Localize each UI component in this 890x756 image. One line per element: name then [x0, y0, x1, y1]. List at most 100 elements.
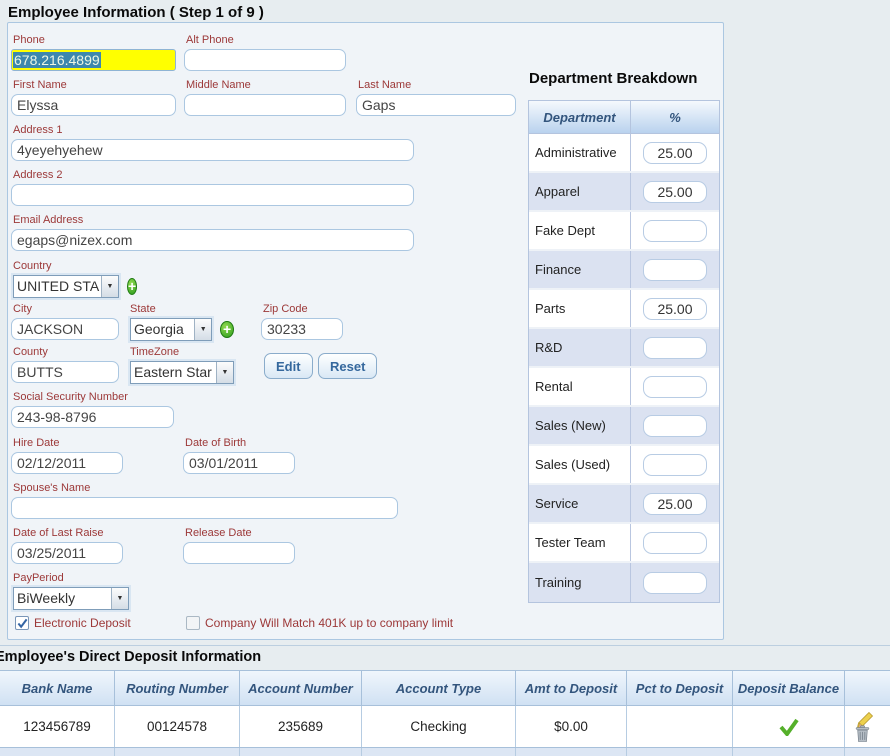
reset-button[interactable]: Reset	[318, 353, 378, 379]
dept-pct-input[interactable]	[643, 453, 707, 476]
column-header-routing-number: Routing Number	[115, 671, 240, 705]
first-name-input[interactable]	[11, 94, 176, 116]
column-header-pct-to-deposit: Pct to Deposit	[627, 671, 733, 705]
account-number-cell: 235689	[240, 706, 362, 747]
employee-info-panel: Phone 678.216.4899 Alt Phone First Name …	[7, 22, 724, 640]
last-raise-input[interactable]	[11, 542, 123, 564]
spouse-name-input[interactable]	[11, 497, 398, 519]
chevron-down-icon: ▼	[194, 319, 212, 340]
timezone-select[interactable]: Eastern Star ▼	[130, 361, 234, 384]
department-name: Training	[529, 563, 631, 602]
date-of-birth-label: Date of Birth	[185, 437, 247, 449]
dept-pct-input[interactable]	[643, 531, 707, 554]
table-row: Parts	[529, 290, 719, 329]
department-name: Administrative	[529, 134, 631, 171]
table-row: Administrative	[529, 134, 719, 173]
dept-pct-input[interactable]	[643, 141, 707, 164]
phone-selected-text: 678.216.4899	[13, 52, 101, 68]
table-row: Rental	[529, 368, 719, 407]
address1-input[interactable]	[11, 139, 414, 161]
department-name: Finance	[529, 251, 631, 288]
middle-name-input[interactable]	[184, 94, 346, 116]
alt-phone-input[interactable]	[184, 49, 346, 71]
dept-pct-input[interactable]	[643, 297, 707, 320]
country-label: Country	[13, 260, 52, 272]
dept-pct-input[interactable]	[643, 492, 707, 515]
add-state-icon[interactable]: +	[220, 321, 234, 338]
column-header-bank-name: Bank Name	[0, 671, 115, 705]
release-date-input[interactable]	[183, 542, 295, 564]
direct-deposit-title: Employee's Direct Deposit Information	[0, 649, 262, 665]
dept-pct-input[interactable]	[643, 375, 707, 398]
ssn-input[interactable]	[11, 406, 174, 428]
chevron-down-icon: ▼	[111, 588, 128, 609]
dept-pct-input[interactable]	[643, 571, 707, 594]
direct-deposit-table: Bank Name Routing Number Account Number …	[0, 670, 890, 756]
table-row: 123456789 00124578 235689 Checking $0.00	[0, 706, 890, 748]
pct-column-header: %	[631, 101, 719, 133]
table-row	[0, 748, 890, 756]
phone-label: Phone	[13, 34, 45, 46]
email-input[interactable]	[11, 229, 414, 251]
state-select[interactable]: Georgia ▼	[130, 318, 213, 341]
dept-pct-input[interactable]	[643, 414, 707, 437]
address2-input[interactable]	[11, 184, 414, 206]
match-401k-label: Company Will Match 401K up to company li…	[205, 616, 454, 630]
chevron-down-icon: ▼	[216, 362, 233, 383]
timezone-label: TimeZone	[130, 346, 180, 358]
table-row: Finance	[529, 251, 719, 290]
date-of-birth-input[interactable]	[183, 452, 295, 474]
add-country-icon[interactable]: +	[127, 278, 138, 295]
hire-date-input[interactable]	[11, 452, 123, 474]
routing-number-cell: 00124578	[115, 706, 240, 747]
spouse-name-label: Spouse's Name	[13, 482, 91, 494]
row-actions-cell	[845, 706, 890, 747]
bank-name-cell: 123456789	[0, 706, 115, 747]
edit-button[interactable]: Edit	[264, 353, 313, 379]
match-401k-checkbox[interactable]: Company Will Match 401K up to company li…	[186, 616, 453, 630]
county-input[interactable]	[11, 361, 119, 383]
ssn-label: Social Security Number	[13, 391, 128, 403]
table-row: Tester Team	[529, 524, 719, 563]
dept-pct-input[interactable]	[643, 219, 707, 242]
department-table-header: Department %	[529, 101, 719, 134]
state-label: State	[130, 303, 156, 315]
electronic-deposit-checkbox[interactable]: Electronic Deposit	[15, 616, 131, 630]
zip-label: Zip Code	[263, 303, 308, 315]
electronic-deposit-label: Electronic Deposit	[34, 616, 131, 630]
timezone-select-value: Eastern Star	[134, 364, 212, 380]
table-row: Apparel	[529, 173, 719, 212]
phone-input[interactable]: 678.216.4899	[11, 49, 176, 71]
address1-label: Address 1	[13, 124, 63, 136]
zip-input[interactable]	[261, 318, 343, 340]
department-column-header: Department	[529, 101, 631, 133]
last-raise-label: Date of Last Raise	[13, 527, 104, 539]
column-header-actions	[845, 671, 890, 705]
department-name: Tester Team	[529, 524, 631, 561]
dept-pct-input[interactable]	[643, 180, 707, 203]
last-name-input[interactable]	[356, 94, 516, 116]
country-select[interactable]: UNITED STA ▼	[13, 275, 119, 298]
amt-to-deposit-cell: $0.00	[516, 706, 627, 747]
section-divider	[0, 645, 890, 646]
table-row: Service	[529, 485, 719, 524]
pay-period-label: PayPeriod	[13, 572, 64, 584]
country-select-value: UNITED STA	[17, 278, 100, 294]
dept-pct-input[interactable]	[643, 258, 707, 281]
column-header-account-number: Account Number	[240, 671, 362, 705]
state-select-value: Georgia	[134, 321, 184, 337]
table-row: Sales (New)	[529, 407, 719, 446]
dept-pct-input[interactable]	[643, 336, 707, 359]
deposit-balance-cell	[733, 706, 845, 747]
department-name: Service	[529, 485, 631, 522]
table-row: R&D	[529, 329, 719, 368]
city-label: City	[13, 303, 32, 315]
pay-period-select[interactable]: BiWeekly ▼	[13, 587, 129, 610]
column-header-deposit-balance: Deposit Balance	[733, 671, 845, 705]
city-input[interactable]	[11, 318, 119, 340]
department-name: Fake Dept	[529, 212, 631, 249]
table-row: Sales (Used)	[529, 446, 719, 485]
column-header-account-type: Account Type	[362, 671, 516, 705]
pay-period-select-value: BiWeekly	[17, 590, 76, 606]
delete-trash-icon[interactable]	[855, 725, 870, 743]
